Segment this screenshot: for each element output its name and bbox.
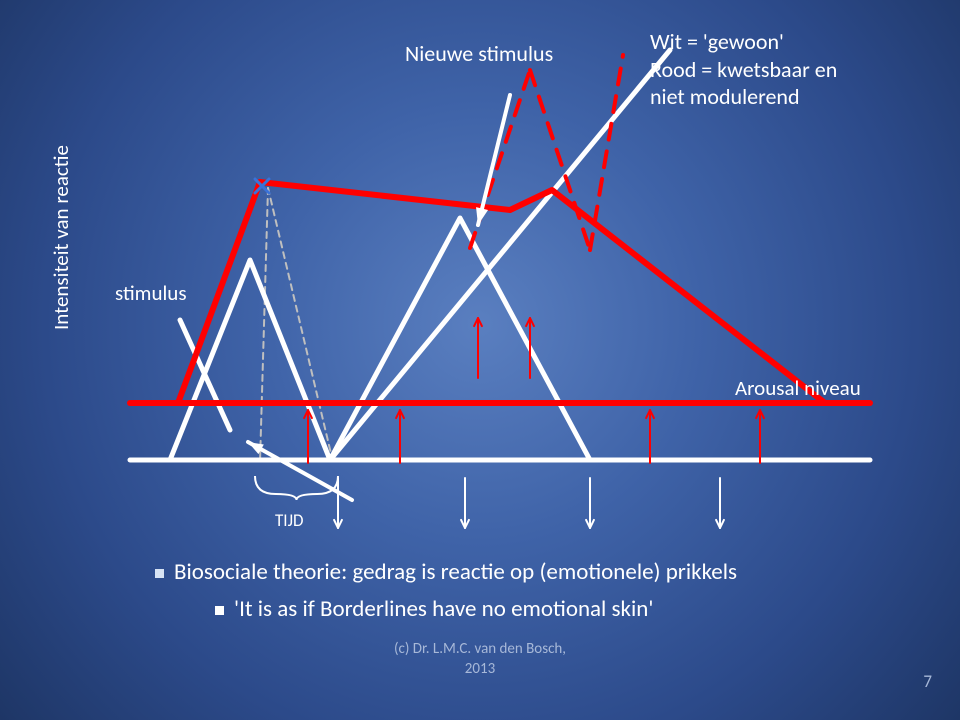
y-axis-label: Intensiteit van reactie xyxy=(48,145,74,330)
bullet-2: 'It is as if Borderlines have no emotion… xyxy=(215,595,653,623)
legend-line2: Rood = kwetsbaar en xyxy=(650,56,837,84)
bullet-icon xyxy=(215,606,224,615)
copyright: (c) Dr. L.M.C. van den Bosch, 2013 xyxy=(0,640,960,679)
tijd-label: TIJD xyxy=(275,510,303,531)
arousal-label: Arousal niveau xyxy=(735,375,861,401)
bullet1-text: Biosociale theorie: gedrag is reactie op… xyxy=(174,558,737,586)
page-number: 7 xyxy=(923,671,932,692)
legend-line3: niet modulerend xyxy=(650,83,837,111)
stimulus-label: stimulus xyxy=(115,280,187,306)
copyright-line2: 2013 xyxy=(0,660,960,680)
nieuwe-stimulus-label: Nieuwe stimulus xyxy=(405,40,553,67)
legend-line1: Wit = 'gewoon' xyxy=(650,28,837,56)
copyright-line1: (c) Dr. L.M.C. van den Bosch, xyxy=(0,640,960,660)
legend-block: Wit = 'gewoon' Rood = kwetsbaar en niet … xyxy=(650,28,837,111)
bullet-icon xyxy=(155,569,164,578)
bullet2-text: 'It is as if Borderlines have no emotion… xyxy=(234,595,653,623)
bullet-1: Biosociale theorie: gedrag is reactie op… xyxy=(155,558,737,586)
